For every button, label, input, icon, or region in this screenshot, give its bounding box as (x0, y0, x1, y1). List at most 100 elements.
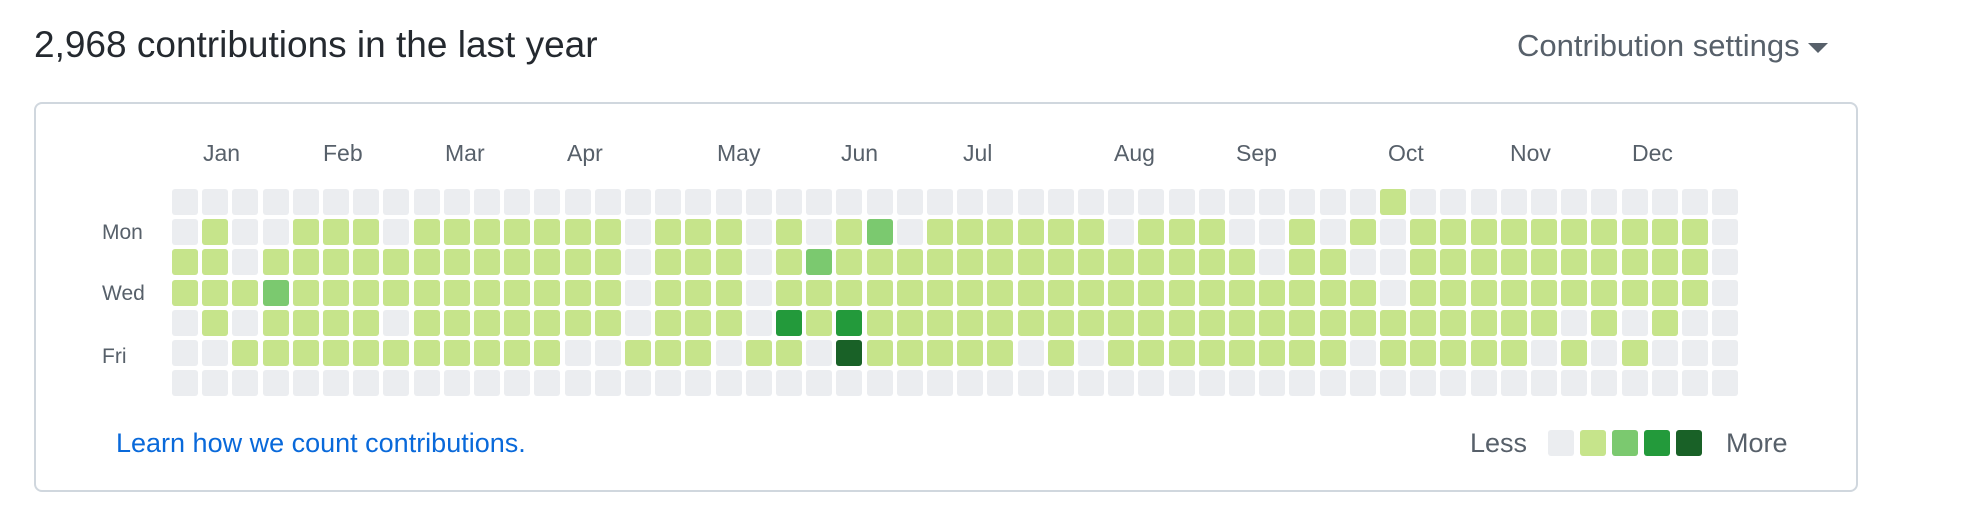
day-cell[interactable] (323, 189, 349, 215)
day-cell[interactable] (293, 189, 319, 215)
day-cell[interactable] (806, 280, 832, 306)
day-cell[interactable] (655, 280, 681, 306)
day-cell[interactable] (353, 219, 379, 245)
day-cell[interactable] (232, 370, 258, 396)
day-cell[interactable] (655, 340, 681, 366)
day-cell[interactable] (1018, 219, 1044, 245)
day-cell[interactable] (263, 370, 289, 396)
day-cell[interactable] (172, 219, 198, 245)
day-cell[interactable] (1078, 189, 1104, 215)
day-cell[interactable] (1018, 370, 1044, 396)
day-cell[interactable] (957, 249, 983, 275)
day-cell[interactable] (172, 370, 198, 396)
day-cell[interactable] (1561, 280, 1587, 306)
day-cell[interactable] (655, 249, 681, 275)
day-cell[interactable] (1229, 280, 1255, 306)
day-cell[interactable] (1229, 370, 1255, 396)
day-cell[interactable] (1712, 280, 1738, 306)
day-cell[interactable] (1410, 370, 1436, 396)
day-cell[interactable] (1289, 249, 1315, 275)
day-cell[interactable] (1199, 340, 1225, 366)
day-cell[interactable] (776, 280, 802, 306)
day-cell[interactable] (716, 189, 742, 215)
day-cell[interactable] (1471, 189, 1497, 215)
day-cell[interactable] (1410, 219, 1436, 245)
day-cell[interactable] (987, 310, 1013, 336)
day-cell[interactable] (1591, 219, 1617, 245)
day-cell[interactable] (1531, 280, 1557, 306)
day-cell[interactable] (1289, 340, 1315, 366)
day-cell[interactable] (293, 219, 319, 245)
day-cell[interactable] (1048, 249, 1074, 275)
day-cell[interactable] (1199, 370, 1225, 396)
day-cell[interactable] (927, 340, 953, 366)
day-cell[interactable] (1259, 249, 1285, 275)
day-cell[interactable] (927, 310, 953, 336)
day-cell[interactable] (1561, 340, 1587, 366)
day-cell[interactable] (232, 340, 258, 366)
day-cell[interactable] (1018, 249, 1044, 275)
day-cell[interactable] (1622, 340, 1648, 366)
day-cell[interactable] (172, 340, 198, 366)
day-cell[interactable] (172, 189, 198, 215)
day-cell[interactable] (1501, 189, 1527, 215)
day-cell[interactable] (836, 310, 862, 336)
day-cell[interactable] (897, 370, 923, 396)
day-cell[interactable] (1048, 189, 1074, 215)
day-cell[interactable] (323, 370, 349, 396)
day-cell[interactable] (1652, 249, 1678, 275)
day-cell[interactable] (776, 310, 802, 336)
day-cell[interactable] (1652, 310, 1678, 336)
day-cell[interactable] (927, 219, 953, 245)
day-cell[interactable] (685, 370, 711, 396)
day-cell[interactable] (1108, 219, 1134, 245)
day-cell[interactable] (1410, 340, 1436, 366)
day-cell[interactable] (625, 249, 651, 275)
day-cell[interactable] (1108, 280, 1134, 306)
day-cell[interactable] (1682, 280, 1708, 306)
day-cell[interactable] (504, 249, 530, 275)
day-cell[interactable] (1169, 340, 1195, 366)
day-cell[interactable] (685, 249, 711, 275)
day-cell[interactable] (1289, 370, 1315, 396)
day-cell[interactable] (353, 370, 379, 396)
day-cell[interactable] (806, 310, 832, 336)
day-cell[interactable] (172, 310, 198, 336)
day-cell[interactable] (1078, 280, 1104, 306)
day-cell[interactable] (1591, 370, 1617, 396)
day-cell[interactable] (1259, 219, 1285, 245)
day-cell[interactable] (1229, 189, 1255, 215)
day-cell[interactable] (897, 219, 923, 245)
day-cell[interactable] (746, 219, 772, 245)
day-cell[interactable] (323, 249, 349, 275)
day-cell[interactable] (625, 370, 651, 396)
day-cell[interactable] (806, 370, 832, 396)
day-cell[interactable] (202, 280, 228, 306)
day-cell[interactable] (1259, 280, 1285, 306)
day-cell[interactable] (232, 280, 258, 306)
day-cell[interactable] (987, 249, 1013, 275)
day-cell[interactable] (1531, 219, 1557, 245)
day-cell[interactable] (1591, 340, 1617, 366)
day-cell[interactable] (685, 219, 711, 245)
day-cell[interactable] (1048, 219, 1074, 245)
day-cell[interactable] (1652, 189, 1678, 215)
day-cell[interactable] (716, 219, 742, 245)
day-cell[interactable] (957, 310, 983, 336)
day-cell[interactable] (1622, 249, 1648, 275)
day-cell[interactable] (414, 340, 440, 366)
day-cell[interactable] (957, 219, 983, 245)
day-cell[interactable] (806, 249, 832, 275)
day-cell[interactable] (867, 370, 893, 396)
day-cell[interactable] (232, 249, 258, 275)
day-cell[interactable] (867, 280, 893, 306)
day-cell[interactable] (1078, 370, 1104, 396)
day-cell[interactable] (414, 280, 440, 306)
day-cell[interactable] (1259, 340, 1285, 366)
day-cell[interactable] (1471, 249, 1497, 275)
day-cell[interactable] (1229, 310, 1255, 336)
day-cell[interactable] (1229, 249, 1255, 275)
day-cell[interactable] (1622, 310, 1648, 336)
day-cell[interactable] (836, 340, 862, 366)
day-cell[interactable] (957, 370, 983, 396)
